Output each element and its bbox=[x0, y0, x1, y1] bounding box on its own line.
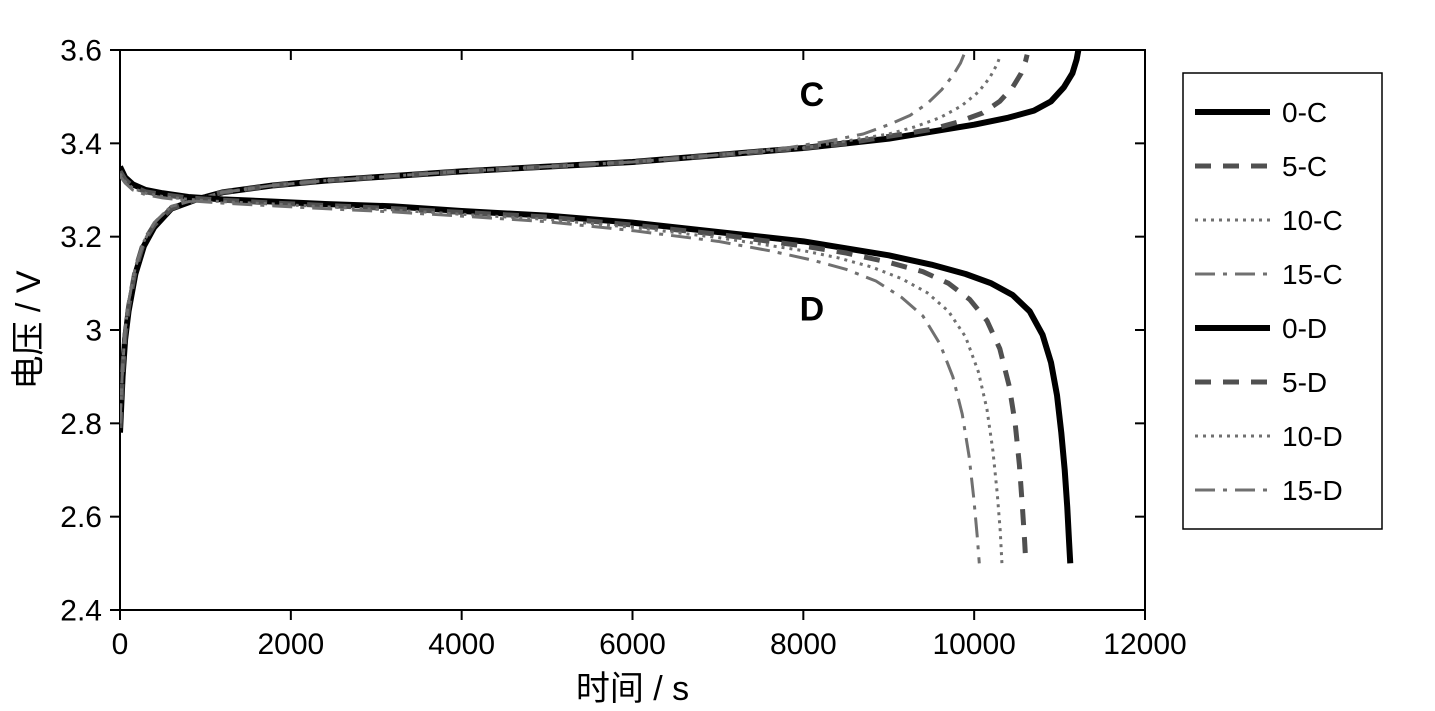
chart-background bbox=[0, 0, 1435, 711]
y-tick-label: 3.6 bbox=[60, 35, 102, 68]
x-tick-label: 6000 bbox=[599, 628, 666, 661]
x-tick-label: 10000 bbox=[932, 628, 1015, 661]
x-tick-label: 8000 bbox=[770, 628, 837, 661]
annotation-C: C bbox=[800, 76, 825, 114]
y-tick-label: 3.2 bbox=[60, 221, 102, 254]
x-tick-label: 2000 bbox=[257, 628, 324, 661]
annotation-D: D bbox=[800, 291, 825, 329]
legend-label: 0-C bbox=[1282, 97, 1327, 128]
voltage-time-chart: 0 2000 4000 6000 8000 10000 12000 时间 / s 2.4 2.6 2… bbox=[0, 0, 1435, 711]
y-tick-label: 2.6 bbox=[60, 501, 102, 534]
x-tick-label: 12000 bbox=[1103, 628, 1186, 661]
legend-label: 15-C bbox=[1282, 259, 1343, 290]
legend-label: 0-D bbox=[1282, 313, 1327, 344]
y-tick-label: 3.4 bbox=[60, 128, 102, 161]
legend-label: 10-C bbox=[1282, 205, 1343, 236]
x-tick-label: 0 bbox=[112, 628, 129, 661]
legend-label: 5-C bbox=[1282, 151, 1327, 182]
x-tick-label: 4000 bbox=[428, 628, 495, 661]
y-tick-label: 2.8 bbox=[60, 408, 102, 441]
legend-label: 10-D bbox=[1282, 421, 1343, 452]
chart-container: 0 2000 4000 6000 8000 10000 12000 时间 / s 2.4 2.6 2… bbox=[0, 0, 1435, 711]
y-tick-label: 3 bbox=[85, 315, 102, 348]
legend-label: 15-D bbox=[1282, 475, 1343, 506]
legend-label: 5-D bbox=[1282, 367, 1327, 398]
y-axis-label: 电压 / V bbox=[10, 270, 48, 389]
y-tick-label: 2.4 bbox=[60, 595, 102, 628]
x-axis-label: 时间 / s bbox=[576, 670, 689, 708]
